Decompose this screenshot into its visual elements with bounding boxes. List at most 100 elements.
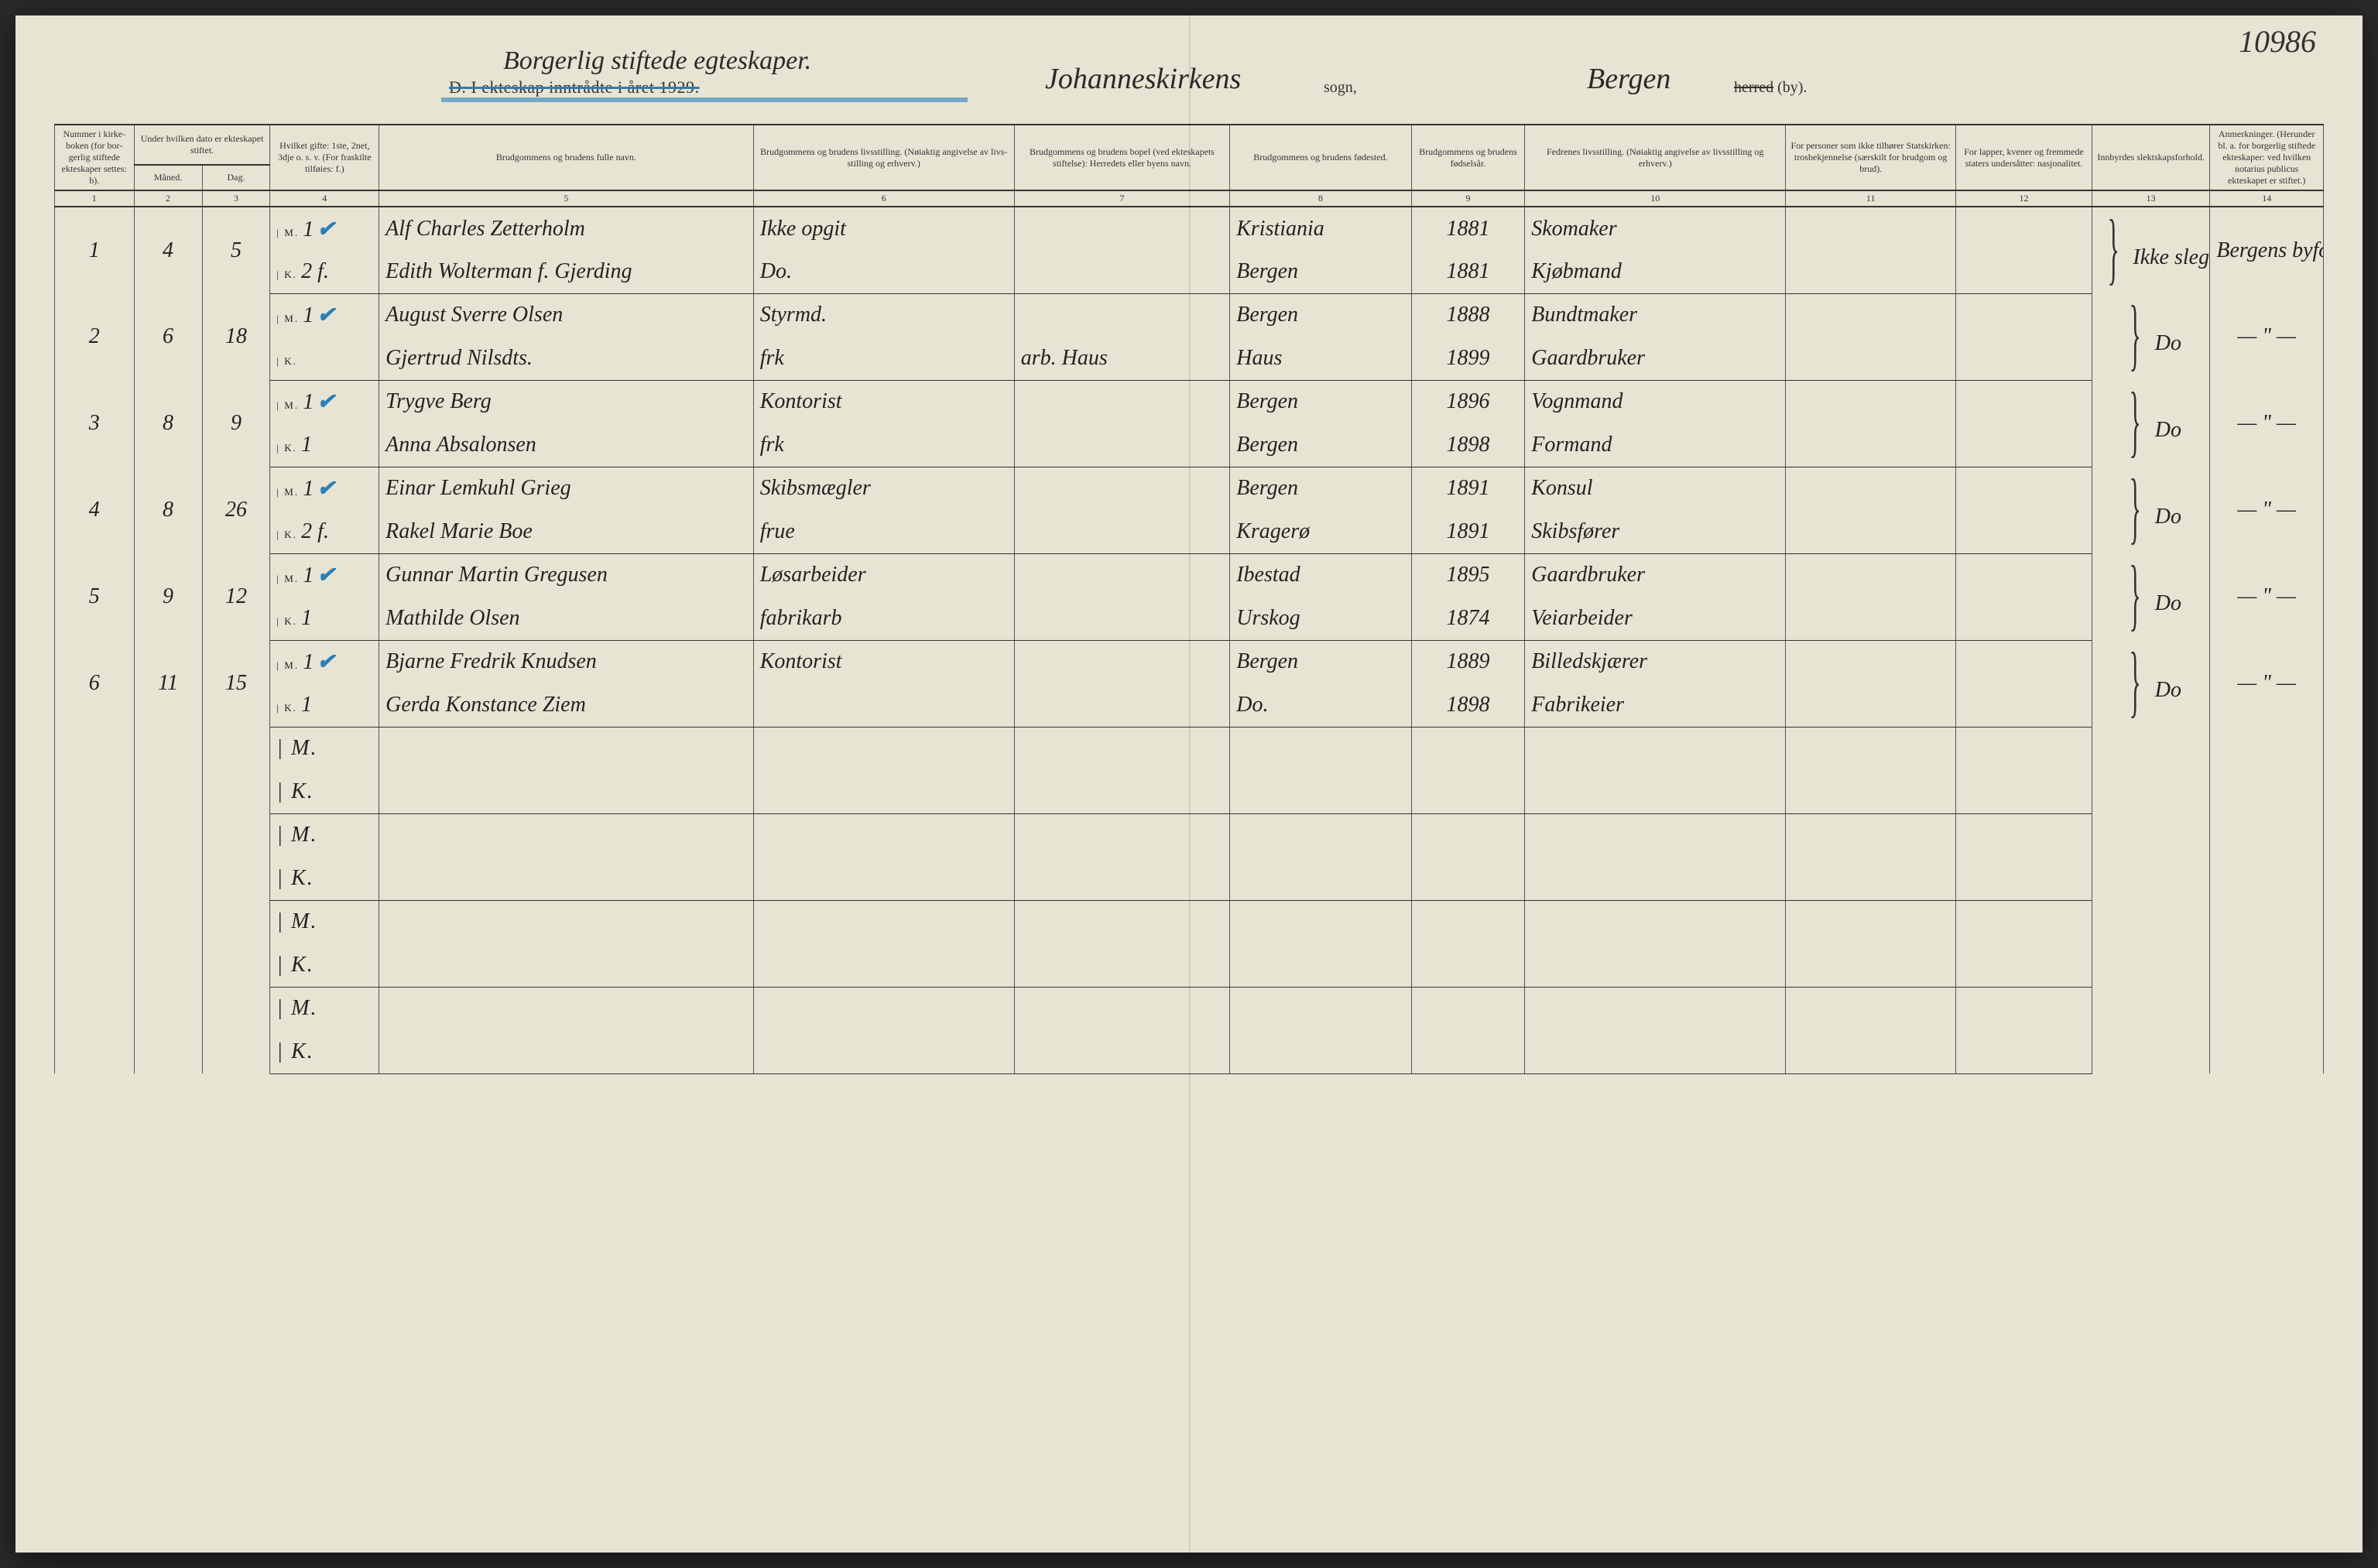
empty — [1525, 900, 1786, 943]
c10-k — [1786, 423, 1956, 467]
empty — [753, 987, 1014, 1030]
bopel-m — [1014, 467, 1229, 510]
occ-k: frue — [753, 510, 1014, 553]
empty — [1014, 1030, 1229, 1073]
empty — [753, 727, 1014, 770]
empty — [1230, 727, 1411, 770]
table-row: | K. 2 f.Edith Wolterman f. GjerdingDo.B… — [55, 250, 2324, 293]
col-num: 10 — [1525, 190, 1786, 207]
gifte-m: | M. 1✔ — [270, 380, 379, 423]
empty — [1411, 857, 1525, 900]
table-row: | K. 1Anna AbsalonsenfrkBergen1898Forman… — [55, 423, 2324, 467]
empty — [202, 987, 270, 1073]
anmerkning: Bergens byfogd — [2210, 207, 2324, 293]
empty — [1230, 1030, 1411, 1073]
col-header-2a: Måned. — [134, 165, 202, 190]
col-num: 8 — [1230, 190, 1411, 207]
empty — [1956, 1030, 2092, 1073]
empty — [1014, 943, 1229, 987]
entry-number: 3 — [55, 380, 135, 467]
col-num: 13 — [2092, 190, 2209, 207]
table-row-empty: | K. — [55, 770, 2324, 813]
col-num: 6 — [753, 190, 1014, 207]
register-table: Nummer i kirke­boken (for bor­gerlig sti… — [54, 124, 2324, 1074]
col-num: 5 — [379, 190, 754, 207]
herred-by: (by). — [1773, 79, 1807, 96]
empty — [1525, 727, 1786, 770]
empty — [1411, 813, 1525, 857]
c10-m — [1786, 380, 1956, 423]
c11-k — [1956, 510, 2092, 553]
empty — [379, 987, 754, 1030]
col-header-8: Brudgom­mens og brudens fødsels­år. — [1411, 125, 1525, 190]
table-row: | K. Gjertrud Nilsdts.frkarb. HausHaus18… — [55, 337, 2324, 380]
slektskap: Do — [2092, 553, 2209, 640]
table-row: 389| M. 1✔Trygve BergKontoristBergen1896… — [55, 380, 2324, 423]
year-m: 1895 — [1411, 553, 1525, 597]
c10-m — [1786, 553, 1956, 597]
empty — [1786, 1030, 1956, 1073]
mk-label: | K. — [270, 1030, 379, 1073]
table-row: 145| M. 1✔Alf Charles ZetterholmIkke opg… — [55, 207, 2324, 250]
entry-day: 15 — [202, 640, 270, 727]
born-k: Urskog — [1230, 597, 1411, 640]
empty — [55, 987, 135, 1073]
c11-k — [1956, 683, 2092, 727]
empty — [134, 813, 202, 900]
c11-k — [1956, 250, 2092, 293]
c11-k — [1956, 337, 2092, 380]
header-city: Bergen — [1587, 62, 1670, 96]
empty — [55, 813, 135, 900]
name-k: Gjertrud Nilsdts. — [379, 337, 754, 380]
c10-k — [1786, 250, 1956, 293]
name-k: Edith Wolterman f. Gjerding — [379, 250, 754, 293]
occ-m: Skibsmægler — [753, 467, 1014, 510]
slektskap: Do — [2092, 380, 2209, 467]
header-parish: Johanneskirkens — [1045, 62, 1241, 96]
table-row: | K. 2 f.Rakel Marie BoefrueKragerø1891S… — [55, 510, 2324, 553]
mk-label: | K. — [270, 857, 379, 900]
bopel-k — [1014, 423, 1229, 467]
empty — [1525, 943, 1786, 987]
gifte-m: | M. 1✔ — [270, 553, 379, 597]
table-row-empty: | M. — [55, 987, 2324, 1030]
empty — [1525, 987, 1786, 1030]
col-num: 14 — [2210, 190, 2324, 207]
empty — [1014, 813, 1229, 857]
c10-k — [1786, 683, 1956, 727]
table-row-empty: | K. — [55, 857, 2324, 900]
register-page: 10986 Borgerlig stiftede egteskaper. D. … — [15, 15, 2363, 1553]
occ-k: fabrikarb — [753, 597, 1014, 640]
entry-day: 9 — [202, 380, 270, 467]
empty — [55, 727, 135, 813]
occ-k: frk — [753, 423, 1014, 467]
empty — [1230, 943, 1411, 987]
mk-label: | K. — [270, 770, 379, 813]
year-k: 1898 — [1411, 683, 1525, 727]
c11-k — [1956, 597, 2092, 640]
header-printed-line: D. I ekteskap inntrådte i året 1929. — [449, 77, 699, 98]
column-number-row: 1234567891011121314 — [55, 190, 2324, 207]
entry-number: 5 — [55, 553, 135, 640]
occ-k: Do. — [753, 250, 1014, 293]
born-m: Bergen — [1230, 293, 1411, 337]
name-m: Bjarne Fredrik Knudsen — [379, 640, 754, 683]
father-k: Skibsfører — [1525, 510, 1786, 553]
gifte-m: | M. 1✔ — [270, 207, 379, 250]
table-row: | K. 1Gerda Konstance ZiemDo.1898Fabrike… — [55, 683, 2324, 727]
entry-month: 6 — [134, 293, 202, 380]
empty — [1786, 770, 1956, 813]
c10-k — [1786, 510, 1956, 553]
col-header-1: Nummer i kirke­boken (for bor­gerlig sti… — [55, 125, 135, 190]
col-header-5: Brudgommens og brudens livsstilling. (Nø… — [753, 125, 1014, 190]
entry-day: 5 — [202, 207, 270, 293]
year-k: 1891 — [1411, 510, 1525, 553]
empty — [1411, 900, 1525, 943]
empty — [1956, 857, 2092, 900]
father-m: Konsul — [1525, 467, 1786, 510]
born-k: Bergen — [1230, 423, 1411, 467]
col-num: 7 — [1014, 190, 1229, 207]
empty — [1230, 987, 1411, 1030]
table-row-empty: | K. — [55, 943, 2324, 987]
bopel-k — [1014, 597, 1229, 640]
